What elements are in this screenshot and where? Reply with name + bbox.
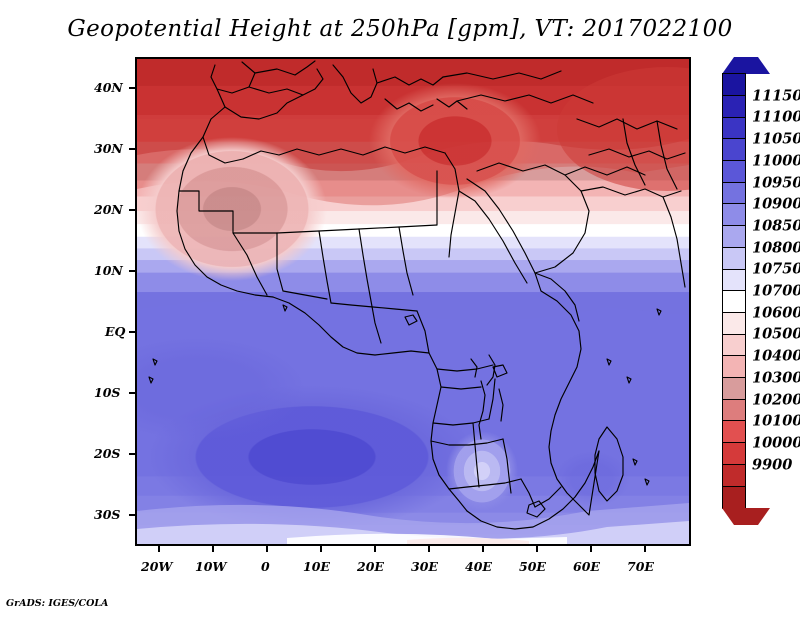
ytick-40N (129, 87, 135, 89)
colorbar-tick-label: 10900 (752, 195, 800, 213)
xlabel-60E: 60E (573, 559, 600, 574)
xtick-30E (428, 546, 430, 552)
xtick-20W (158, 546, 160, 552)
colorbar[interactable]: 11150 11100 11050 11000 10950 10900 10850 10800… (722, 57, 800, 525)
xlabel-20W: 20W (141, 559, 173, 574)
colorbar-band (722, 398, 746, 422)
geopotential-height-field (137, 59, 689, 544)
colorbar-tick-label: 11100 (752, 108, 800, 126)
colorbar-band (722, 181, 746, 205)
ylabel-20N: 20N (94, 202, 123, 217)
colorbar-band (722, 333, 746, 357)
colorbar-band (722, 311, 746, 336)
coastline-and-borders-layer (148, 60, 686, 530)
xtick-10W (212, 546, 214, 552)
colorbar-tick-label: 10800 (752, 239, 800, 257)
colorbar-band (722, 420, 746, 444)
ylabel-30N: 30N (94, 141, 123, 156)
xtick-0 (266, 546, 268, 552)
xtick-60E (590, 546, 592, 552)
colorbar-tick-label: 10500 (752, 325, 800, 343)
colorbar-band (722, 246, 746, 271)
colorbar-band (722, 73, 746, 97)
colorbar-tick-label: 10000 (752, 434, 800, 452)
colorbar-band (722, 116, 746, 140)
contour-fill-layer (137, 59, 689, 544)
colorbar-tick-label: 10300 (752, 369, 800, 387)
xlabel-0: 0 (261, 559, 270, 574)
xlabel-20E: 20E (357, 559, 384, 574)
colorbar-band (722, 203, 746, 227)
colorbar-extend-high-arrow (722, 57, 770, 74)
colorbar-extend-low-arrow (722, 508, 770, 525)
colorbar-tick-label: 10100 (752, 412, 800, 430)
colorbar-band (722, 225, 746, 249)
xlabel-10E: 10E (303, 559, 330, 574)
ytick-EQ (129, 331, 135, 333)
colorbar-tick-label: 10400 (752, 347, 800, 365)
colorbar-band (722, 485, 746, 509)
xtick-70E (644, 546, 646, 552)
colorbar-tick-label: 10950 (752, 174, 800, 191)
xlabel-50E: 50E (519, 559, 546, 574)
xtick-20E (374, 546, 376, 552)
colorbar-tick-label: 10200 (752, 391, 800, 408)
xlabel-70E: 70E (627, 559, 654, 574)
colorbar-band (722, 442, 746, 466)
colorbar-tick-label: 11000 (752, 152, 800, 170)
colorbar-band (722, 138, 746, 162)
ylabel-30S: 30S (94, 507, 121, 522)
ytick-30S (129, 514, 135, 516)
colorbar-tick-label: 11050 (752, 130, 800, 148)
colorbar-tick-label: 11150 (752, 87, 800, 105)
grads-credit: GrADS: IGES/COLA (6, 598, 109, 609)
map-plot-area[interactable] (135, 57, 691, 546)
ylabel-40N: 40N (94, 80, 123, 95)
colorbar-band (722, 377, 746, 401)
ylabel-EQ: EQ (105, 324, 126, 339)
xtick-10E (320, 546, 322, 552)
xtick-50E (536, 546, 538, 552)
colorbar-tick-label: 10850 (752, 217, 800, 235)
page-title: Geopotential Height at 250hPa [gpm], VT:… (67, 16, 733, 42)
colorbar-band (722, 463, 746, 488)
xlabel-30E: 30E (411, 559, 438, 574)
ylabel-10N: 10N (94, 263, 123, 278)
ytick-30N (129, 148, 135, 150)
colorbar-tick-label: 10600 (752, 304, 800, 322)
xlabel-10W: 10W (195, 559, 227, 574)
colorbar-band (722, 94, 746, 119)
colorbar-band (722, 268, 746, 292)
colorbar-tick-label: 10750 (752, 260, 800, 278)
ytick-20S (129, 453, 135, 455)
colorbar-band (722, 355, 746, 379)
colorbar-band (722, 290, 746, 314)
colorbar-tick-label: 10700 (752, 282, 800, 300)
ytick-20N (129, 209, 135, 211)
ylabel-20S: 20S (94, 446, 121, 461)
xlabel-40E: 40E (465, 559, 492, 574)
colorbar-tick-label: 9900 (752, 456, 793, 474)
ytick-10S (129, 392, 135, 394)
xtick-40E (482, 546, 484, 552)
colorbar-band (722, 160, 746, 184)
ytick-10N (129, 270, 135, 272)
ylabel-10S: 10S (94, 385, 121, 400)
